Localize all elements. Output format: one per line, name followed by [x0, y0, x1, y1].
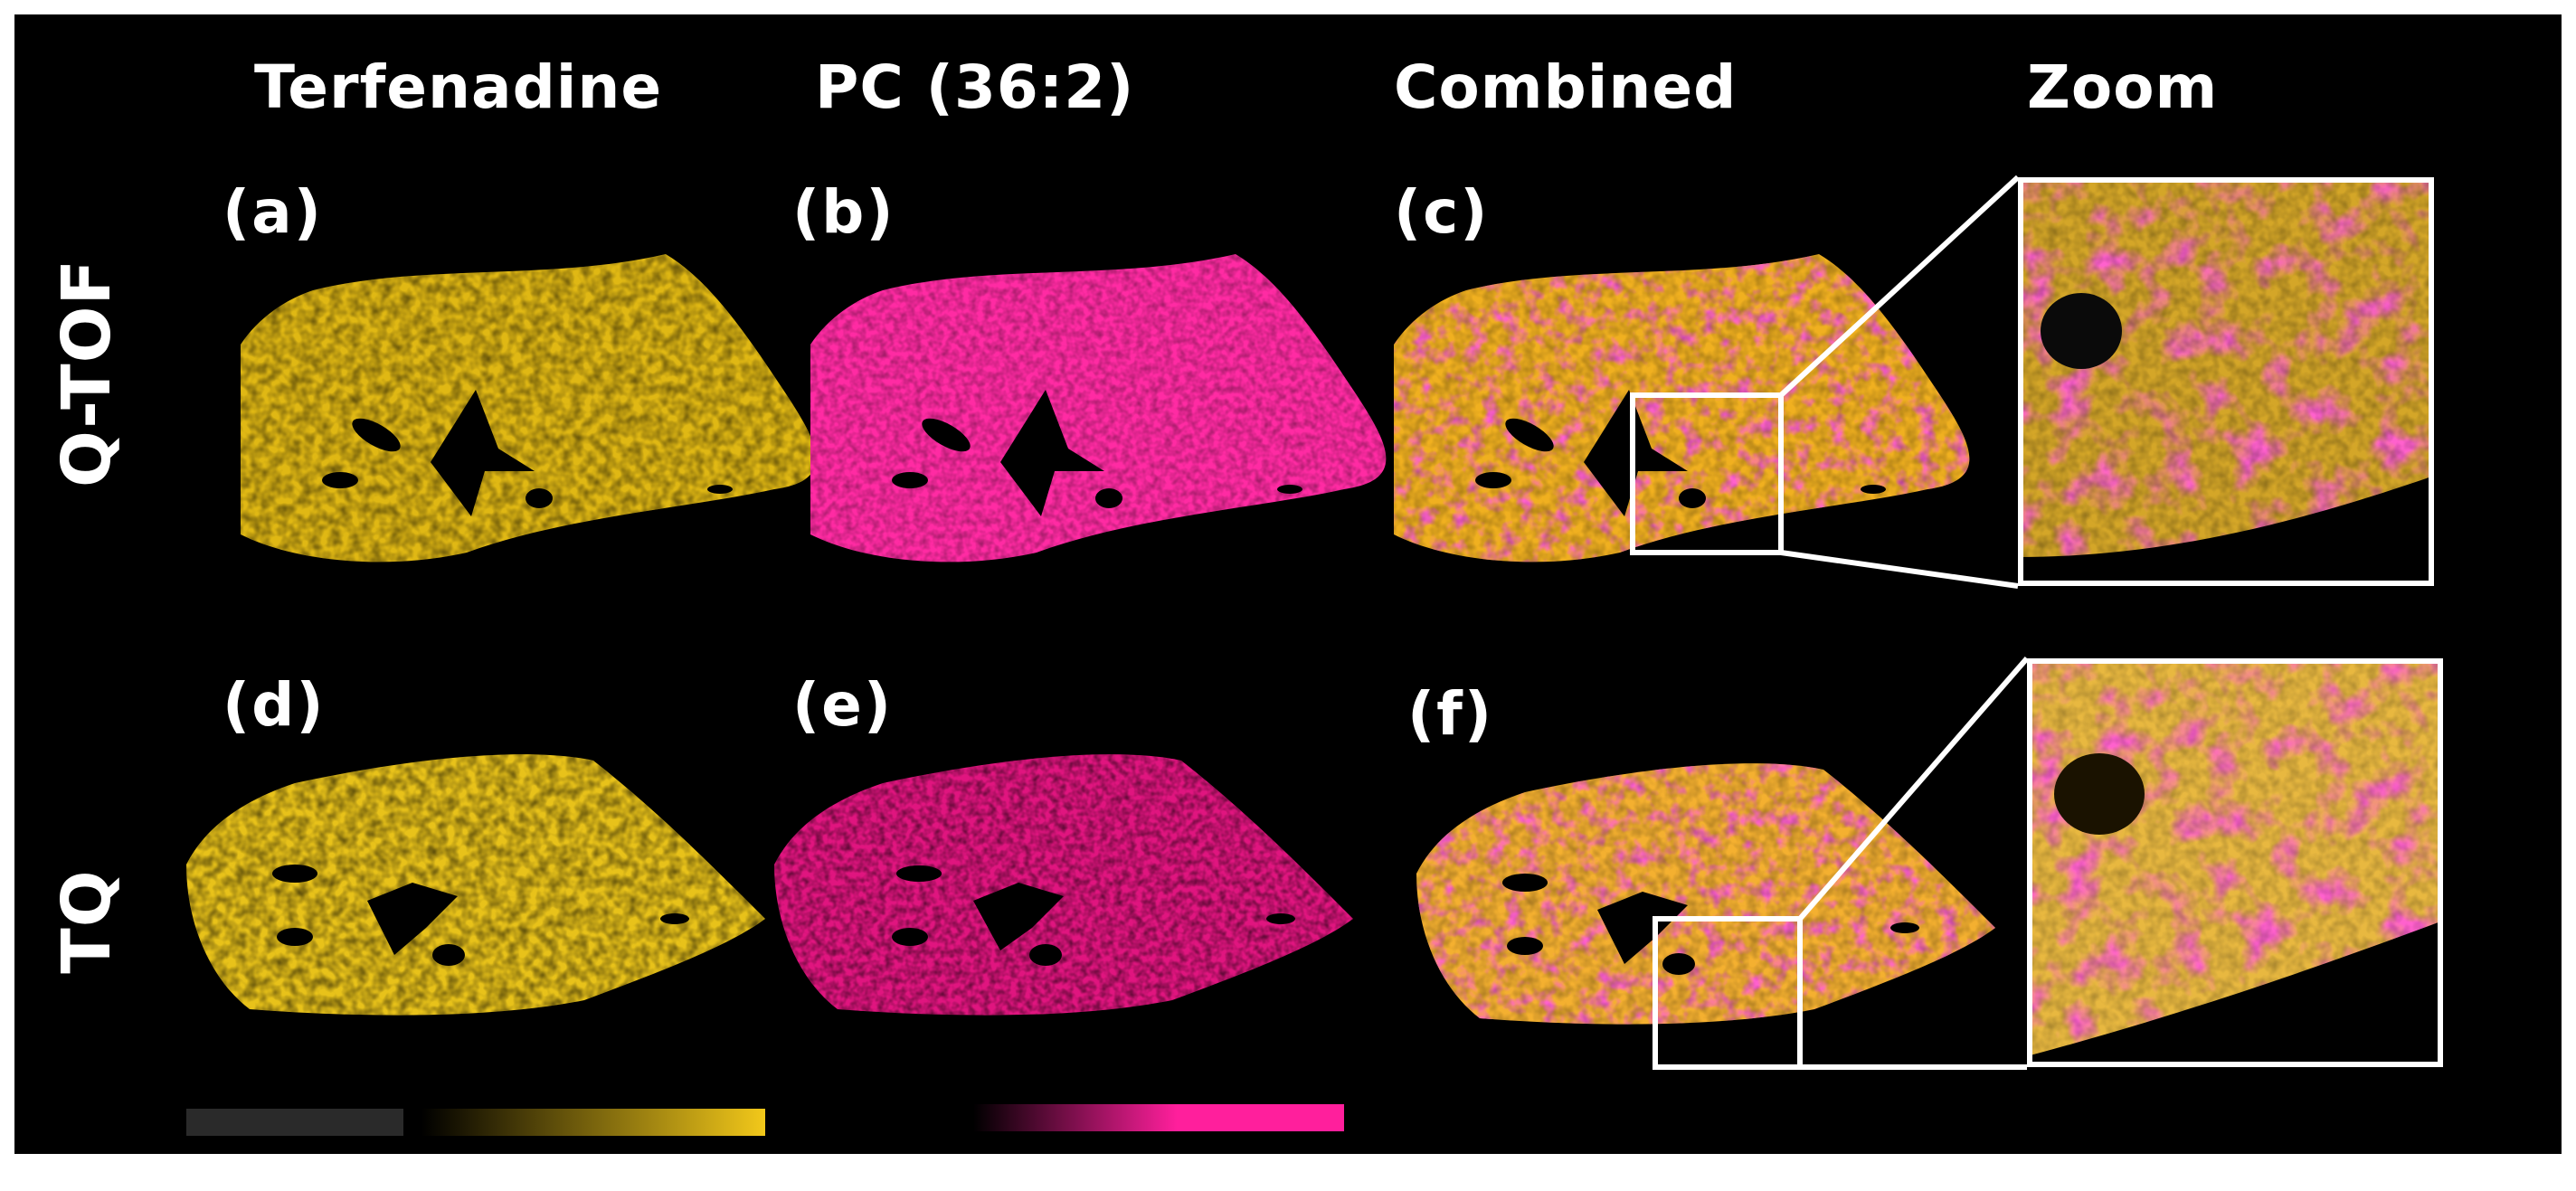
- colorbar-pc: [973, 1104, 1344, 1131]
- zoom-panel-tq: [2027, 658, 2443, 1067]
- colorbar-terfenadine: [421, 1109, 765, 1136]
- column-title-terfenadine: Terfenadine: [254, 52, 663, 122]
- colorbar-background-segment: [186, 1109, 403, 1136]
- image-panel-f-combined-tq: [1416, 763, 1995, 1025]
- image-panel-a-terfenadine-qtof: [241, 254, 817, 562]
- column-title-combined: Combined: [1394, 52, 1738, 122]
- panel-label-c: (c): [1394, 177, 1490, 247]
- panel-label-d: (d): [223, 670, 326, 740]
- panel-label-a: (a): [223, 177, 323, 247]
- zoom-region-box-tq: [1653, 916, 1803, 1070]
- image-panel-e-pc-tq: [774, 754, 1353, 1016]
- image-panel-d-terfenadine-tq: [186, 754, 765, 1016]
- image-panel-b-pc-qtof: [810, 254, 1387, 562]
- panel-label-e: (e): [792, 670, 894, 740]
- image-panel-c-combined-qtof: [1394, 254, 1970, 562]
- column-title-pc: PC (36:2): [815, 52, 1135, 122]
- panel-label-f: (f): [1407, 679, 1494, 749]
- column-title-zoom: Zoom: [2027, 52, 2219, 122]
- figure-canvas: Terfenadine PC (36:2) Combined Zoom Q-TO…: [14, 14, 2562, 1154]
- zoom-callouts: [1630, 175, 2030, 1070]
- panel-label-b: (b): [792, 177, 895, 247]
- zoom-region-box-qtof: [1630, 392, 1784, 555]
- zoom-panel-qtof: [2018, 177, 2434, 586]
